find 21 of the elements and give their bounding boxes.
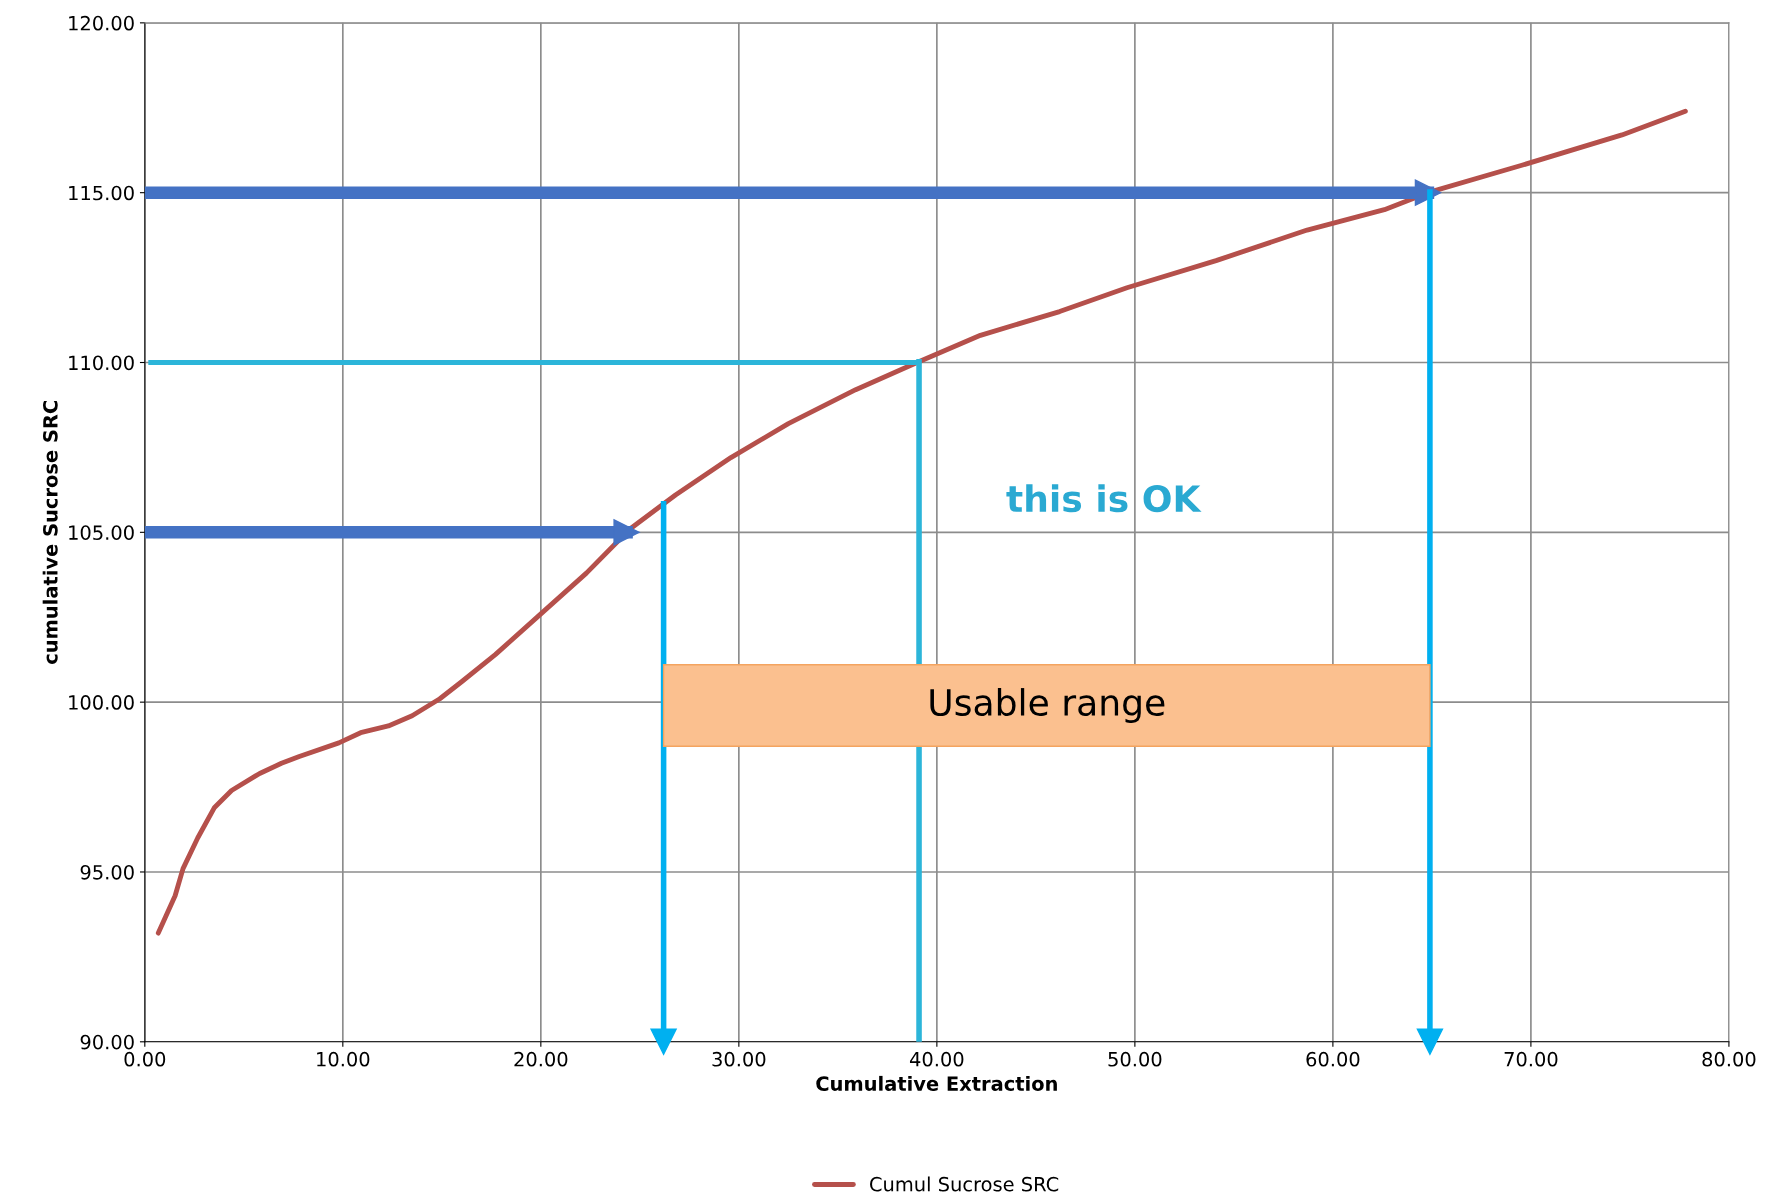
x-tick-label: 60.00 — [1306, 1051, 1360, 1067]
x-tick-label: 20.00 — [514, 1051, 568, 1067]
x-tick-label: 0.00 — [124, 1051, 166, 1067]
y-tick-label: 95.00 — [80, 864, 134, 880]
band-label: Usable range — [930, 688, 1165, 724]
x-tick-label: 30.00 — [712, 1051, 766, 1067]
x-tick-label: 50.00 — [1108, 1051, 1162, 1067]
x-tick-label: 40.00 — [909, 1051, 964, 1067]
y-tick-label: 115.00 — [69, 185, 134, 201]
y-tick-label: 105.00 — [69, 525, 134, 540]
y-axis-title: cumulative Sucrose SRC — [42, 401, 58, 664]
x-tick-label: 10.00 — [317, 1051, 370, 1067]
x-tick-label: 80.00 — [1702, 1051, 1756, 1067]
legend-label: Cumul Sucrose SRC — [870, 1176, 1059, 1192]
x-tick-label: 70.00 — [1504, 1051, 1558, 1067]
y-tick-label: 100.00 — [69, 695, 134, 710]
y-tick-label: 90.00 — [80, 1034, 134, 1050]
y-tick-label: 120.00 — [69, 15, 134, 31]
y-tick-label: 110.00 — [69, 355, 134, 371]
annotation: this is OK — [1006, 484, 1202, 513]
x-axis-title: Cumulative Extraction — [816, 1075, 1057, 1091]
